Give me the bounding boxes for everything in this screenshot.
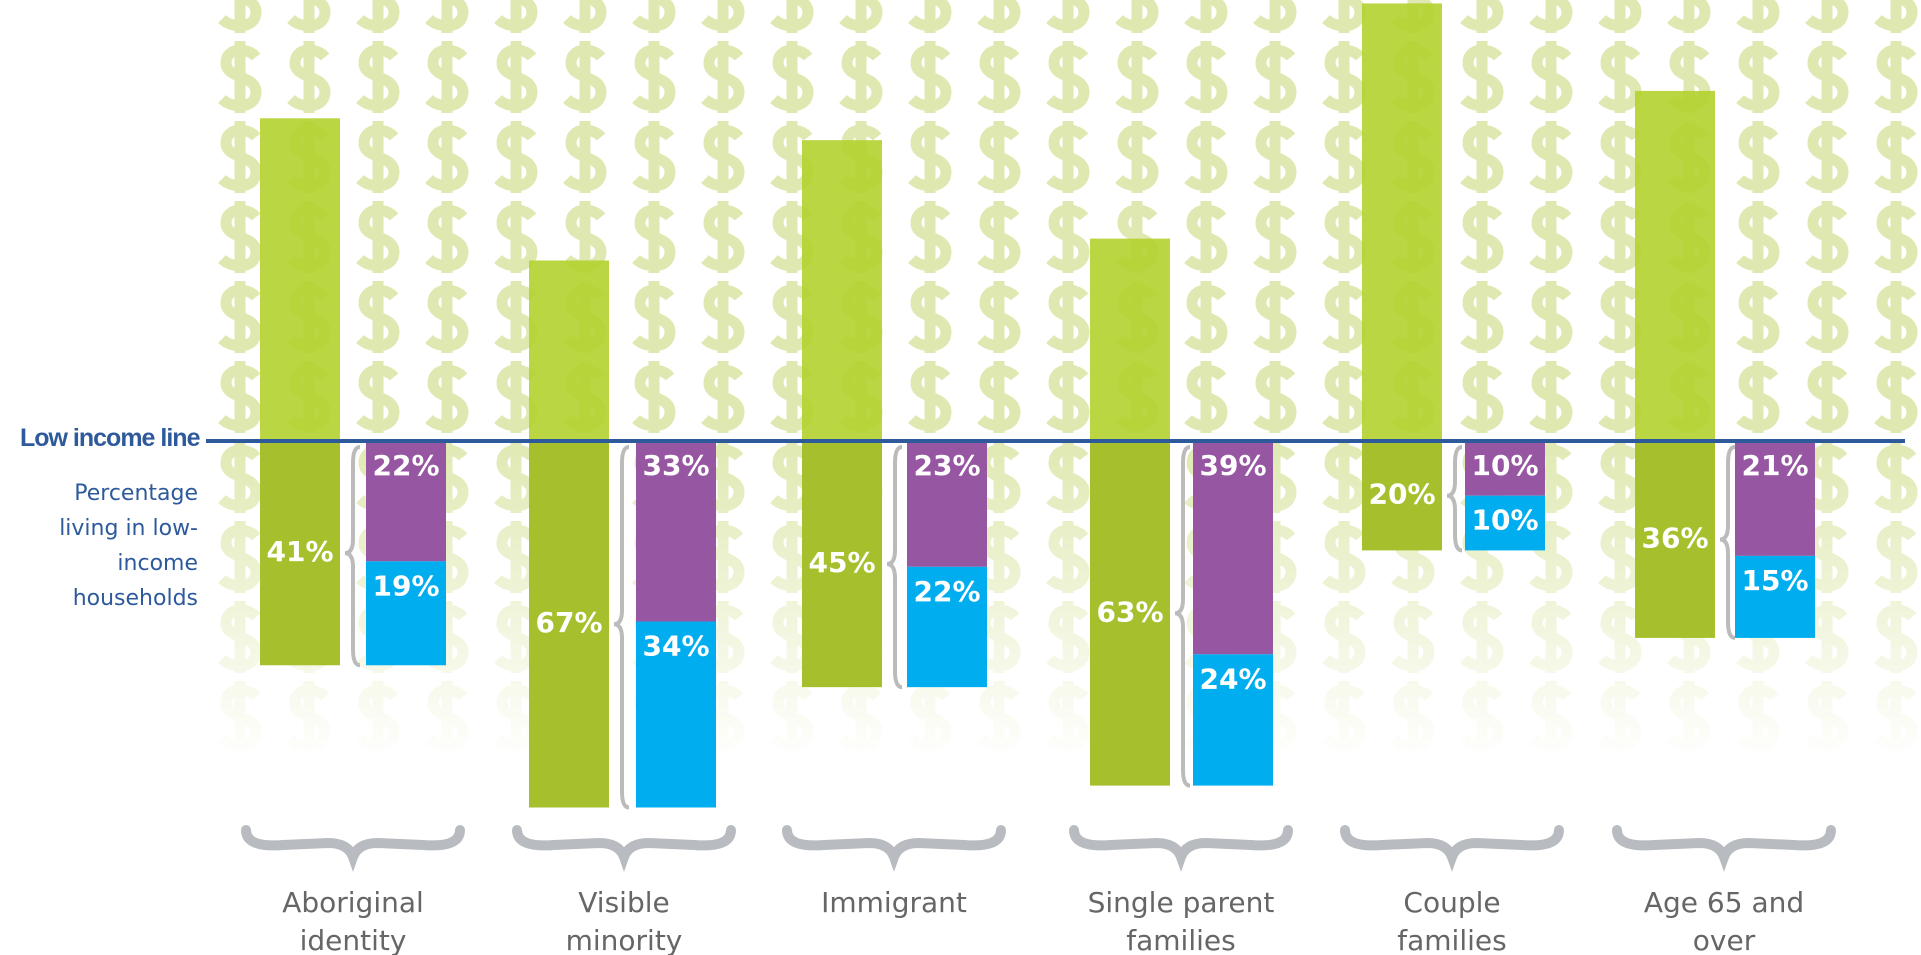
- category-label: Age 65 and over: [1624, 884, 1824, 955]
- value-label: 20%: [1368, 478, 1435, 511]
- value-label: 19%: [372, 569, 439, 602]
- category-label: Immigrant: [774, 884, 1014, 922]
- bar-upper: [529, 260, 609, 441]
- value-label: 21%: [1741, 449, 1808, 482]
- value-label: 23%: [913, 449, 980, 482]
- infographic: 41% 22% 19% 67% 33% 34% 45% 23% 22% 63% 39% 24% 20% 1…: [0, 0, 1921, 955]
- bottom-brace: [1074, 830, 1288, 857]
- bottom-brace: [1345, 830, 1559, 857]
- bar-upper: [802, 140, 882, 441]
- bottom-brace: [517, 830, 731, 857]
- bar-upper: [260, 118, 340, 441]
- category-label: Single parent families: [1081, 884, 1281, 955]
- bar-upper: [1362, 3, 1442, 441]
- annotation: Percentage living in low-income househol…: [40, 476, 198, 616]
- value-label: 22%: [913, 575, 980, 608]
- bar-upper: [1090, 239, 1170, 441]
- category-label: Aboriginal identity: [253, 884, 453, 955]
- value-label: 45%: [808, 546, 875, 579]
- bottom-brace: [1617, 830, 1831, 857]
- value-label: 63%: [1096, 595, 1163, 628]
- category-label: Couple families: [1352, 884, 1552, 955]
- value-label: 34%: [642, 630, 709, 663]
- category-label: Visible minority: [524, 884, 724, 955]
- reference-line-label: Low income line: [20, 424, 199, 453]
- value-label: 41%: [266, 535, 333, 568]
- value-label: 15%: [1741, 564, 1808, 597]
- value-label: 10%: [1471, 449, 1538, 482]
- bottom-brace: [787, 830, 1001, 857]
- chart: 41% 22% 19% 67% 33% 34% 45% 23% 22% 63% 39% 24% 20% 1…: [0, 0, 1921, 955]
- value-label: 39%: [1199, 449, 1266, 482]
- value-label: 33%: [642, 449, 709, 482]
- value-label: 67%: [535, 606, 602, 639]
- value-label: 36%: [1641, 521, 1708, 554]
- value-label: 24%: [1199, 662, 1266, 695]
- value-label: 22%: [372, 449, 439, 482]
- bottom-brace: [246, 830, 460, 857]
- bar-upper: [1635, 91, 1715, 441]
- value-label: 10%: [1471, 504, 1538, 537]
